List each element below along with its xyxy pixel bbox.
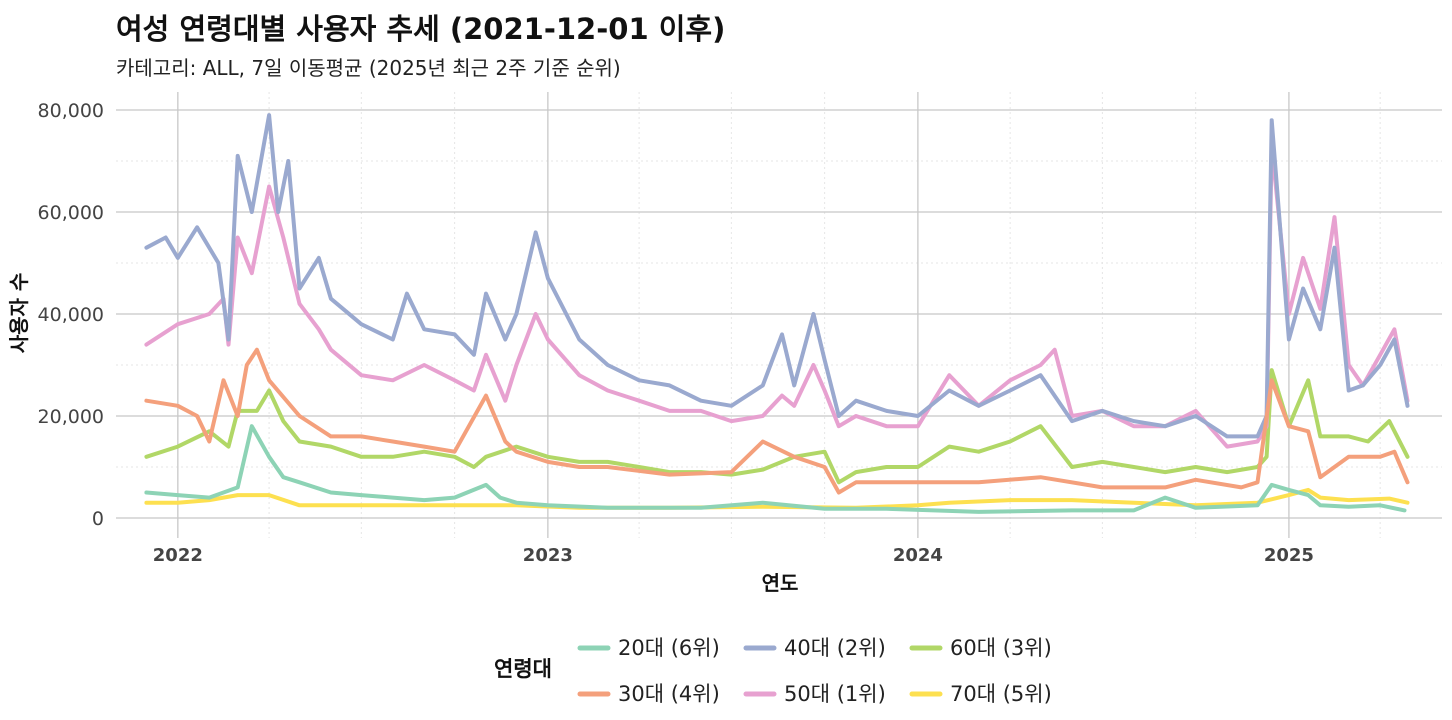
- series-line: [144, 113, 1410, 439]
- legend-label: 20대 (6위): [618, 636, 720, 660]
- x-tick-label: 2025: [1264, 545, 1314, 566]
- chart-subtitle: 카테고리: ALL, 7일 이동평균 (2025년 최근 2주 기준 순위): [116, 56, 621, 80]
- legend-label: 30대 (4위): [618, 682, 720, 706]
- series-lines: [144, 113, 1410, 514]
- x-tick-label: 2022: [153, 545, 203, 566]
- x-tick-label: 2024: [893, 545, 943, 566]
- y-tick-label: 0: [92, 508, 104, 530]
- series-line: [144, 143, 1410, 449]
- series-line: [144, 347, 1410, 495]
- y-tick-label: 40,000: [38, 304, 104, 326]
- legend-label: 50대 (1위): [784, 682, 886, 706]
- legend-label: 70대 (5위): [950, 682, 1052, 706]
- legend-title: 연령대: [494, 657, 552, 681]
- y-tick-label: 20,000: [38, 406, 104, 428]
- axes: 0 20,000 40,000 60,000 80,000 2022 2023 2024 202…: [38, 100, 1314, 566]
- legend: 연령대 20대 (6위) 30대 (4위) 40대 (2위) 50대 (1위) 60대 …: [494, 636, 1052, 706]
- legend-label: 40대 (2위): [784, 636, 886, 660]
- series-line: [144, 368, 1410, 485]
- chart-title: 여성 연령대별 사용자 추세 (2021-12-01 이후): [116, 12, 726, 46]
- x-axis-title: 연도: [762, 571, 799, 595]
- y-axis-title: 사용자 수: [7, 273, 31, 354]
- x-tick-label: 2023: [523, 545, 573, 566]
- y-tick-label: 60,000: [38, 202, 104, 224]
- legend-label: 60대 (3위): [950, 636, 1052, 660]
- y-tick-label: 80,000: [38, 100, 104, 122]
- series-line: [144, 424, 1407, 514]
